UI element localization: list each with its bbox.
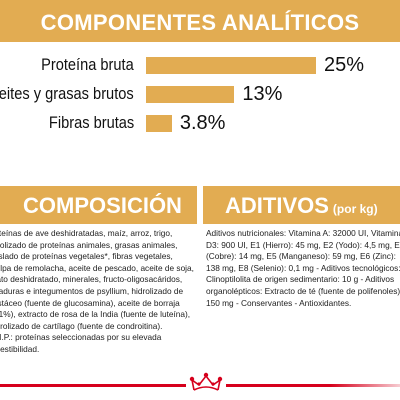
additives-line: 150 mg - Conservantes - Antioxidantes.	[206, 297, 352, 308]
stat-value: 3.8%	[179, 112, 226, 134]
additives-line: Clinoptilolita de origen sedimentario: 1…	[206, 274, 395, 285]
additives-subtitle: (por kg)	[332, 202, 378, 216]
composition-line: levaduras e integumentos de psyllium, hi…	[0, 285, 184, 296]
composition-line: pulpa de remolacha, aceite de pescado, a…	[0, 262, 194, 273]
additives-line: (Cobre): 14 mg, E5 (Manganeso): 59 mg, E…	[206, 251, 396, 262]
composition-line: hidrolizado de cartílago (fuente de cond…	[0, 320, 163, 331]
stat-bar	[146, 86, 235, 103]
stat-bar	[146, 57, 316, 74]
analytical-stats: Proteína bruta 25% Aceites y grasas brut…	[0, 52, 400, 142]
additives-header: ADITIVOS (por kg)	[203, 186, 400, 224]
stat-value: 13%	[242, 83, 283, 105]
stat-bar	[146, 115, 172, 132]
stat-label: Proteína bruta	[41, 55, 134, 74]
stat-label: Aceites y grasas brutos	[0, 84, 134, 103]
footer-divider-left	[0, 384, 186, 387]
composition-line: crustáceo (fuente de glucosamina), aceit…	[0, 297, 180, 308]
stat-label: Fibras brutas	[48, 113, 134, 132]
footer-divider-right	[226, 384, 400, 387]
composition-line: (0,1%), extracto de rosa de la India (fu…	[0, 309, 191, 320]
royal-canin-crown-icon	[189, 372, 223, 391]
additives-text: Aditivos nutricionales: Vitamina A: 3200…	[206, 228, 400, 309]
additives-title: ADITIVOS	[225, 193, 329, 218]
composition-title: COMPOSICIÓN	[23, 193, 182, 218]
analytical-components-banner: COMPONENTES ANALÍTICOS	[0, 0, 400, 42]
composition-line: Proteínas de ave deshidratadas, maíz, ar…	[0, 228, 173, 238]
composition-line: *L.I.P.: proteínas seleccionadas por su …	[0, 332, 162, 343]
composition-text: Proteínas de ave deshidratadas, maíz, ar…	[0, 228, 197, 356]
stat-row-fat: Aceites y grasas brutos 13%	[0, 83, 400, 105]
additives-line: organolépticos: Extracto de té (fuente d…	[206, 285, 400, 296]
stat-value: 25%	[324, 54, 365, 76]
composition-header: COMPOSICIÓN	[0, 186, 197, 224]
additives-line: Aditivos nutricionales: Vitamina A: 3200…	[206, 228, 400, 238]
stat-row-protein: Proteína bruta 25%	[0, 54, 400, 76]
stat-row-fiber: Fibras brutas 3.8%	[0, 112, 400, 134]
composition-line: hidrolizado de proteínas animales, grasa…	[0, 239, 178, 250]
composition-line: fosfato deshidratado, minerales, fructo-…	[0, 274, 183, 285]
composition-line: digestibilidad.	[0, 343, 40, 354]
additives-line: D3: 900 UI, E1 (Hierro): 45 mg, E2 (Yodo…	[206, 239, 400, 250]
analytical-components-title: COMPONENTES ANALÍTICOS	[40, 10, 360, 35]
composition-line: aislado de proteínas vegetales*, fibras …	[0, 251, 173, 262]
additives-line: 138 mg, E8 (Selenio): 0,1 mg - Aditivos …	[206, 262, 400, 273]
